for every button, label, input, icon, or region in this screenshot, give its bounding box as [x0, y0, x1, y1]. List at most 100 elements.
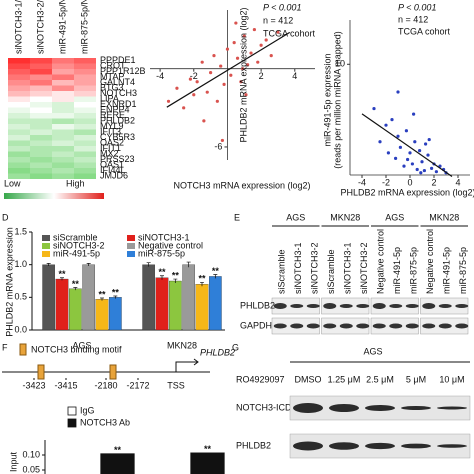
band: [405, 304, 419, 308]
point: [259, 43, 263, 47]
band: [422, 303, 436, 309]
heatmap-cell: [8, 146, 30, 152]
gene-label: NOTCH3: [100, 88, 137, 98]
point: [406, 157, 410, 162]
heatmap-cell: [8, 96, 30, 102]
lane-label: siScramble: [326, 249, 336, 294]
x-tick-label: 4: [455, 177, 460, 187]
heatmap-cell: [8, 69, 30, 75]
tss-arrow: [175, 358, 199, 372]
legend-high: High: [66, 178, 85, 188]
y-tick-label: 0.5: [14, 292, 27, 302]
error-bar: [60, 277, 64, 281]
legend-swatch: [42, 251, 50, 257]
band: [323, 323, 337, 329]
bar: [195, 284, 209, 331]
significance: **: [72, 279, 80, 289]
bar: [155, 277, 169, 331]
row-label: PHLDB2: [236, 440, 271, 450]
heatmap-cell: [74, 102, 96, 108]
gene-label: CYB5R3: [100, 132, 135, 142]
drug-label: RO4929097: [236, 374, 285, 384]
gene-label: IFI44L: [100, 165, 126, 175]
y-axis-label: PHLDB2 mRNA expression: [4, 227, 14, 337]
point: [229, 73, 233, 77]
heatmap-cell: [30, 96, 52, 102]
stat: TCGA cohort: [398, 26, 451, 36]
group-label: MKN28: [330, 212, 360, 222]
significance: **: [98, 289, 106, 299]
legend-label: siNOTCH3-1: [138, 232, 190, 242]
heatmap-cell: [74, 151, 96, 157]
band: [323, 303, 337, 309]
point: [434, 170, 438, 174]
stat: P < 0.001: [398, 2, 436, 12]
heatmap-cell: [52, 168, 74, 174]
band: [339, 323, 353, 329]
heatmap-cell: [30, 102, 52, 108]
gene-label: CROT: [100, 61, 126, 71]
heatmap-cell: [74, 74, 96, 80]
point: [200, 60, 204, 64]
x-axis-label: PHLDB2 mRNA expression (log2): [340, 187, 474, 197]
heatmap-cell: [30, 124, 52, 130]
lane-label: siNOTCH3-1: [293, 242, 303, 294]
legend-label: IgG: [80, 405, 95, 415]
heatmap-cell: [74, 107, 96, 113]
x-tick-label: AGS: [72, 340, 91, 350]
significance: **: [114, 445, 122, 455]
heatmap-cell: [74, 58, 96, 64]
heatmap-cell: [30, 91, 52, 97]
gene-label: MTAP: [100, 72, 124, 82]
point: [225, 47, 230, 51]
color-scale: [4, 193, 104, 199]
heatmap-cell: [74, 85, 96, 91]
column-label: siNOTCH3-2/siScramble: [35, 0, 45, 54]
point: [396, 90, 400, 94]
dose-label: 1.25 μM: [328, 374, 361, 384]
lane-label: Negative control: [376, 229, 386, 294]
y-tick-label: -6: [214, 141, 222, 151]
x-axis-label: NOTCH3 mRNA expression (log2): [173, 180, 310, 190]
band: [401, 406, 431, 410]
y-tick-label: 0.05: [22, 464, 40, 474]
lane-label: miR-491-5p: [392, 247, 402, 294]
lane-label: siNOTCH3-2: [359, 242, 369, 294]
band: [273, 323, 287, 329]
point: [249, 51, 253, 55]
heatmap-cell: [30, 157, 52, 163]
bar: [190, 452, 225, 474]
error-bar: [113, 295, 118, 299]
gene-label: OAS1: [100, 160, 124, 170]
point: [246, 63, 250, 67]
bracket: [105, 378, 139, 380]
dose-label: 2.5 μM: [366, 374, 394, 384]
significance: **: [198, 274, 206, 284]
point: [386, 151, 390, 155]
stat: n = 412: [263, 15, 293, 25]
motif-label: NOTCH3 binding motif: [31, 344, 122, 354]
y-axis-label: Input: [8, 451, 18, 472]
point: [264, 38, 268, 42]
point: [276, 30, 280, 34]
bar: [182, 264, 195, 331]
gene-label: LIPA: [100, 94, 119, 104]
legend-label: miR-875-5p: [138, 248, 185, 258]
heatmap-cell: [30, 151, 52, 157]
legend-swatch: [67, 418, 77, 428]
point: [419, 171, 423, 175]
gene-label: MYL9: [100, 121, 124, 131]
heatmap-cell: [30, 168, 52, 174]
band: [437, 406, 467, 410]
band: [401, 443, 431, 449]
heatmap-cell: [8, 63, 30, 69]
motif-icon: [19, 343, 27, 356]
band: [389, 304, 403, 308]
point: [239, 80, 243, 84]
heatmap-cell: [30, 107, 52, 113]
gene-label: JMJD6: [100, 171, 128, 181]
error-bar: [86, 263, 91, 266]
heatmap-cell: [74, 113, 96, 119]
heatmap-cell: [52, 140, 74, 146]
heatmap-cell: [30, 173, 52, 179]
